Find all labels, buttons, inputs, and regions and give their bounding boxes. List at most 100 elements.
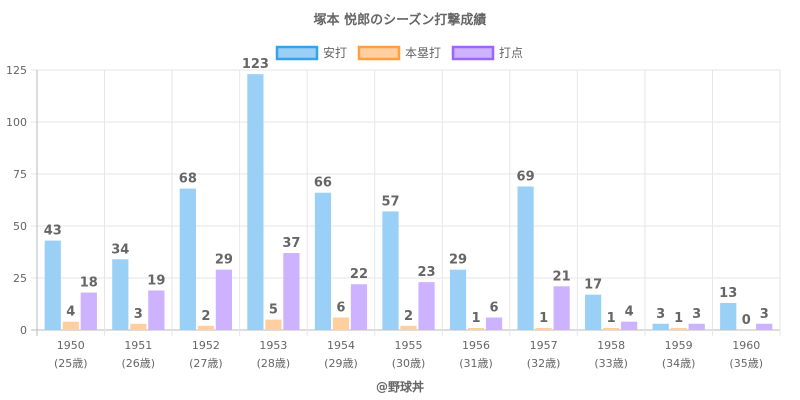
data-label: 5 [269, 303, 278, 318]
data-label: 23 [417, 265, 435, 280]
bar-安打-1959 [652, 323, 669, 330]
x-tick-label: 1959 [665, 339, 693, 352]
data-label: 3 [692, 307, 701, 322]
data-label: 1 [607, 311, 616, 326]
data-label: 69 [517, 169, 535, 184]
data-label: 68 [179, 172, 197, 187]
bar-本塁打-1954 [332, 317, 350, 330]
bar-安打-1954 [314, 192, 332, 330]
data-label: 17 [584, 278, 602, 293]
y-tick-label: 100 [6, 116, 27, 129]
bar-打点-1951 [148, 290, 165, 330]
data-label: 34 [111, 242, 129, 257]
data-label: 21 [553, 269, 571, 284]
bar-本塁打-1950 [62, 321, 79, 330]
bar-本塁打-1959 [670, 327, 687, 330]
legend-swatch-2 [451, 45, 495, 61]
bar-打点-1958 [621, 321, 638, 330]
bar-打点-1960 [756, 323, 773, 330]
bar-打点-1957 [553, 286, 570, 330]
bar-安打-1952 [179, 188, 196, 330]
data-label: 2 [404, 309, 413, 324]
bar-本塁打-1952 [197, 325, 214, 330]
x-tick-sublabel: (29歳) [324, 357, 358, 370]
data-label: 1 [674, 311, 683, 326]
legend-swatch-0 [275, 45, 319, 61]
data-label: 0 [742, 313, 751, 328]
bar-打点-1955 [418, 282, 435, 330]
data-label: 18 [80, 276, 98, 291]
bar-安打-1955 [382, 211, 399, 330]
credit-label: @野球丼 [376, 379, 424, 394]
x-tick-label: 1954 [327, 339, 355, 352]
data-label: 29 [449, 253, 467, 268]
bar-打点-1952 [215, 269, 232, 330]
bar-本塁打-1955 [400, 325, 417, 330]
bar-本塁打-1951 [130, 323, 147, 330]
data-label: 2 [201, 309, 210, 324]
x-tick-sublabel: (27歳) [189, 357, 223, 370]
grid [31, 69, 781, 336]
data-label: 6 [490, 301, 499, 316]
y-tick-label: 50 [13, 220, 27, 233]
bar-安打-1956 [449, 269, 467, 330]
bar-安打-1953 [247, 74, 264, 330]
y-tick-label: 75 [13, 168, 27, 181]
y-tick-label: 0 [20, 324, 27, 337]
x-tick-label: 1957 [530, 339, 558, 352]
data-label: 37 [282, 236, 300, 251]
x-tick-label: 1960 [732, 339, 760, 352]
bar-安打-1957 [517, 186, 534, 330]
bar-打点-1953 [283, 253, 300, 330]
y-tick-label: 25 [13, 272, 27, 285]
bar-安打-1958 [585, 294, 602, 330]
bar-安打-1960 [720, 302, 737, 330]
data-label: 13 [719, 286, 737, 301]
bar-本塁打-1958 [603, 327, 620, 330]
data-label: 57 [381, 194, 399, 209]
legend-label: 打点 [499, 46, 523, 60]
data-label: 29 [215, 253, 233, 268]
x-tick-sublabel: (34歳) [662, 357, 696, 370]
bar-打点-1959 [688, 323, 705, 330]
data-label: 1 [539, 311, 548, 326]
chart-title: 塚本 悦郎のシーズン打撃成績 [314, 12, 487, 28]
bar-本塁打-1957 [535, 327, 552, 330]
data-label: 123 [242, 57, 269, 72]
data-label: 1 [472, 311, 481, 326]
legend-label: 本塁打 [405, 46, 441, 60]
data-label: 4 [625, 305, 634, 320]
data-label: 6 [336, 301, 345, 316]
data-label: 3 [656, 307, 665, 322]
x-tick-sublabel: (31歳) [459, 357, 493, 370]
data-label: 43 [44, 224, 62, 239]
x-tick-label: 1955 [395, 339, 423, 352]
x-tick-label: 1952 [192, 339, 220, 352]
x-tick-sublabel: (33歳) [594, 357, 628, 370]
legend-label: 安打 [323, 45, 347, 60]
bar-打点-1954 [350, 284, 368, 330]
bar-打点-1950 [80, 292, 97, 330]
y-tick-label: 125 [6, 64, 27, 77]
x-tick-label: 1950 [57, 339, 85, 352]
x-axis: 1950 (25歳) 1951 (26歳) 1952 (27歳) 1953 (28歳) 1954… [54, 339, 763, 370]
bars [44, 74, 773, 330]
data-label: 3 [760, 307, 769, 322]
legend-swatch-1 [357, 45, 401, 61]
x-tick-sublabel: (35歳) [729, 357, 763, 370]
bar-本塁打-1953 [265, 319, 282, 330]
bar-打点-1956 [485, 317, 503, 330]
x-tick-sublabel: (30歳) [392, 357, 426, 370]
data-label: 22 [350, 267, 368, 282]
x-tick-label: 1953 [259, 339, 287, 352]
x-tick-label: 1956 [462, 339, 490, 352]
bar-安打-1950 [44, 240, 61, 330]
data-label: 4 [66, 305, 75, 320]
x-tick-sublabel: (26歳) [122, 357, 156, 370]
bar-本塁打-1956 [467, 327, 485, 330]
legend: 安打 本塁打 打点 [275, 45, 523, 61]
data-label: 19 [147, 273, 165, 288]
x-tick-sublabel: (28歳) [257, 357, 291, 370]
